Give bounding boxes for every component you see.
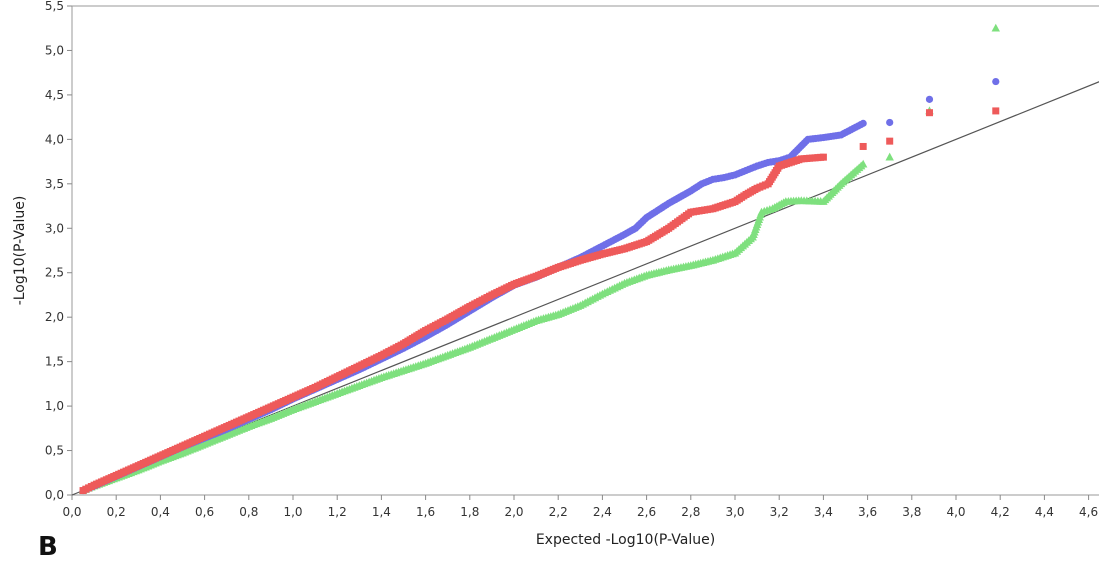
series-2-point: [859, 142, 867, 150]
x-tick-label: 3,6: [858, 505, 877, 519]
x-tick-label: 1,0: [283, 505, 302, 519]
x-tick-label: 4,0: [946, 505, 965, 519]
x-tick-label: 1,8: [460, 505, 479, 519]
x-tick-label: 3,4: [814, 505, 833, 519]
series-2-point: [819, 153, 827, 161]
series-1-point: [859, 119, 867, 127]
x-tick-label: 4,6: [1079, 505, 1098, 519]
x-tick-label: 0,2: [107, 505, 126, 519]
panel-label: B: [38, 532, 58, 562]
series-3-point: [991, 23, 1000, 32]
y-tick-label: 2,0: [45, 310, 64, 324]
y-axis-label: -Log10(P-Value): [12, 196, 28, 306]
x-axis-label: Expected -Log10(P-Value): [536, 532, 715, 548]
y-tick-label: 1,0: [45, 399, 64, 413]
x-tick-label: 3,2: [770, 505, 789, 519]
x-tick-label: 4,4: [1035, 505, 1054, 519]
y-tick-label: 2,5: [45, 266, 64, 280]
y-tick-label: 5,0: [45, 43, 64, 57]
y-tick-label: 3,5: [45, 177, 64, 191]
x-tick-label: 2,4: [593, 505, 612, 519]
y-tick-label: 1,5: [45, 355, 64, 369]
x-tick-label: 0,0: [62, 505, 81, 519]
x-tick-label: 1,2: [328, 505, 347, 519]
x-tick-label: 2,6: [637, 505, 656, 519]
x-tick-label: 1,6: [416, 505, 435, 519]
y-tick-label: 3,0: [45, 221, 64, 235]
x-tick-label: 0,8: [239, 505, 258, 519]
series-3-point: [885, 152, 894, 161]
y-tick-label: 0,0: [45, 488, 64, 502]
x-tick-label: 2,0: [504, 505, 523, 519]
plot-area: [71, 5, 1099, 496]
x-tick-label: 4,2: [991, 505, 1010, 519]
x-tick-label: 2,2: [549, 505, 568, 519]
x-axis: 0,0 0,2 0,4 0,6 0,8 1,0 1,2 1,4 1,6 1,8 2,0 2,2 2,4 2…: [62, 495, 1098, 519]
x-tick-label: 0,6: [195, 505, 214, 519]
y-tick-label: 0,5: [45, 444, 64, 458]
y-axis: 0,0 0,5 1,0 1,5 2,0 2,5 3,0 3,5 4,0 4,5 5,0 5,5: [45, 0, 72, 502]
series-1-point: [886, 118, 894, 127]
series-1-point: [992, 77, 1000, 86]
series-3-point: [858, 159, 868, 168]
x-tick-label: 3,0: [725, 505, 744, 519]
series-2-point: [992, 107, 1000, 115]
x-tick-label: 1,4: [372, 505, 391, 519]
x-tick-label: 2,8: [681, 505, 700, 519]
y-tick-label: 5,5: [45, 0, 64, 13]
x-tick-label: 0,4: [151, 505, 170, 519]
data-points: [78, 23, 1000, 495]
series-1-point: [925, 95, 934, 103]
x-tick-label: 3,8: [902, 505, 921, 519]
series-2-point: [886, 137, 894, 145]
series-2-point: [925, 109, 933, 117]
y-tick-label: 4,0: [45, 132, 64, 146]
y-tick-label: 4,5: [45, 88, 64, 102]
